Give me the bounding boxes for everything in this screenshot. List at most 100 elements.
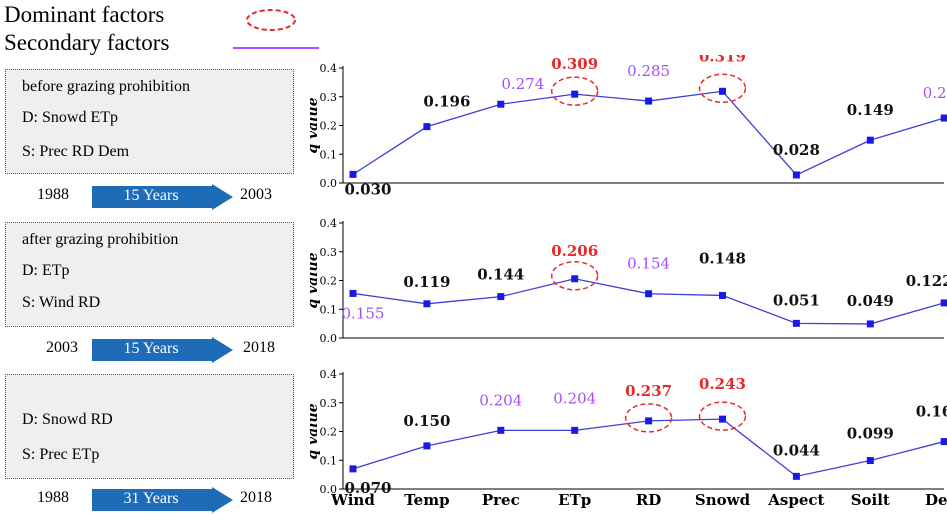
panel-2-y-tick-label: 0.0 [320, 332, 338, 345]
panel-2-box-title: after grazing prohibition [22, 231, 179, 248]
panel-2-point-snowd [719, 291, 726, 299]
panel-3-dominant-ellipse [624, 403, 673, 433]
panel-3-y-tick-label: 0.3 [320, 397, 338, 410]
panel-2-point-temp [423, 300, 431, 308]
panel-2-timeline-arrow-icon [92, 337, 233, 363]
panel-2-point-etp [571, 275, 579, 283]
panel-2-timeline-start: 2003 [46, 339, 78, 356]
panel-1-value-label: 0.196 [423, 93, 470, 111]
x-tick-label-etp: ETp [558, 491, 591, 509]
panel-3-timeline-duration: 31 Years [123, 490, 179, 507]
panel-3-point-dem [940, 438, 947, 446]
panel-3-point-etp [571, 426, 579, 434]
panel-2-y-tick-label: 0.1 [320, 303, 338, 316]
panel-1-value-label: 0.149 [847, 101, 894, 119]
panel-1-y-tick-label: 0.4 [320, 62, 338, 75]
panel-1-point-etp [571, 90, 579, 98]
panel-2-point-aspect [792, 319, 800, 327]
panel-3-y-axis-label: q value [310, 403, 321, 459]
x-tick-label-wind: Wind [330, 491, 375, 509]
panel-3-secondary-text: S: Prec ETp [22, 446, 100, 463]
legend-dominant-ellipse-icon [246, 9, 296, 31]
panel-1-timeline-start: 1988 [37, 186, 69, 203]
panel-1-value-label: 0.028 [773, 141, 820, 159]
panel-1-dominant-text: D: Snowd ETp [22, 109, 118, 126]
panel-3-point-temp [423, 442, 431, 450]
x-tick-label-soilt: Soilt [851, 491, 890, 509]
x-tick-label-prec: Prec [482, 491, 520, 509]
panel-2-value-label: 0.051 [773, 291, 820, 309]
panel-2-value-label: 0.144 [477, 266, 524, 284]
panel-2-timeline: 2003 15 Years 2018 [0, 337, 310, 363]
panel-3-value-label: 0.204 [479, 391, 522, 409]
panel-2-value-label: 0.148 [699, 249, 746, 267]
panel-2-y-axis-label: q value [310, 252, 321, 308]
panel-2-dominant-ellipse [550, 261, 599, 291]
panel-3-timeline-start: 1988 [37, 489, 69, 506]
panel-1-y-tick-label: 0.0 [320, 177, 338, 190]
panel-1-timeline: 1988 15 Years 2003 [0, 184, 310, 210]
panel-2-secondary-text: S: Wind RD [22, 294, 101, 311]
x-tick-label-dem: Dem [925, 491, 947, 509]
panel-3-description-box: D: Snowd RD S: Prec ETp [5, 374, 294, 479]
panel-2-value-label: 0.155 [342, 304, 385, 322]
panel-2-value-label: 0.049 [847, 292, 894, 310]
panel-2-point-dem [940, 299, 947, 307]
panel-3-timeline: 1988 31 Years 2018 [0, 487, 310, 513]
x-tick-label-temp: Temp [404, 491, 449, 509]
panel-1-point-wind [349, 170, 357, 178]
panel-1-y-tick-label: 0.1 [320, 148, 338, 161]
panel-3-point-soilt [866, 457, 874, 465]
panel-1-box-title: before grazing prohibition [22, 78, 190, 95]
panel-3-point-prec [497, 426, 505, 434]
panel-3-dominant-text: D: Snowd RD [22, 411, 113, 428]
panel-2-value-label: 0.119 [403, 273, 450, 291]
panel-1-y-tick-label: 0.3 [320, 91, 338, 104]
panel-1-timeline-arrow-icon [92, 184, 233, 210]
panel-2-description-box: after grazing prohibition D: ETp S: Wind… [5, 222, 294, 327]
panel-2-y-tick-label: 0.4 [320, 217, 338, 230]
panel-1-timeline-duration: 15 Years [123, 187, 179, 204]
panel-2-point-soilt [866, 320, 874, 328]
panel-3-timeline-arrow-icon [92, 487, 233, 513]
panel-1-y-tick-label: 0.2 [320, 120, 338, 133]
panel-1-value-label: 0.319 [699, 55, 746, 65]
panel-3-value-label: 0.044 [773, 441, 820, 459]
panel-1-description-box: before grazing prohibition D: Snowd ETp … [5, 69, 294, 174]
panel-2-y-tick-label: 0.3 [320, 246, 338, 259]
panel-3-point-wind [349, 465, 357, 473]
panel-3-point-snowd [719, 415, 726, 423]
panel-2-value-label: 0.206 [551, 242, 598, 260]
panel-1-point-soilt [866, 136, 874, 144]
panel-3-y-tick-label: 0.1 [320, 454, 338, 467]
panel-2-y-tick-label: 0.2 [320, 275, 338, 288]
panel-2-value-label: 0.122 [906, 272, 947, 290]
panel-2-point-rd [645, 290, 653, 298]
panel-3-value-label: 0.150 [403, 412, 450, 430]
panel-1-dominant-ellipse [550, 76, 599, 106]
panel-3-point-rd [645, 417, 653, 425]
panel-1-secondary-text: S: Prec RD Dem [22, 143, 130, 160]
legend: Dominant factors Secondary factors [0, 0, 330, 60]
panel-3-value-label: 0.165 [916, 403, 947, 421]
legend-secondary-line-icon [233, 47, 319, 49]
panel-3-value-label: 0.099 [847, 425, 894, 443]
panel-3-dominant-ellipse [698, 401, 747, 431]
panel-2-dominant-text: D: ETp [22, 262, 70, 279]
panel-1-value-label: 0.285 [627, 62, 670, 80]
panel-3-point-aspect [792, 472, 800, 480]
panel-1-value-label: 0.226 [923, 84, 947, 102]
panel-3-value-label: 0.204 [553, 389, 596, 407]
q-value-charts: 0.0 0.1 0.2 0.3 0.4 q value 0.030 0.196 0.274 0.3… [310, 55, 947, 509]
panel-1-point-rd [645, 97, 653, 105]
panel-3-value-label: 0.237 [625, 382, 672, 400]
panel-1-point-prec [497, 100, 505, 108]
panel-3-y-tick-label: 0.2 [320, 426, 338, 439]
panel-1-point-temp [423, 123, 431, 131]
legend-secondary-label: Secondary factors [4, 30, 170, 55]
panel-1-value-label: 0.030 [345, 180, 392, 198]
panel-3-timeline-end: 2018 [240, 489, 272, 506]
panel-1-point-aspect [792, 171, 800, 179]
panel-1-timeline-end: 2003 [240, 186, 272, 203]
panel-1-dominant-ellipse [698, 73, 747, 104]
